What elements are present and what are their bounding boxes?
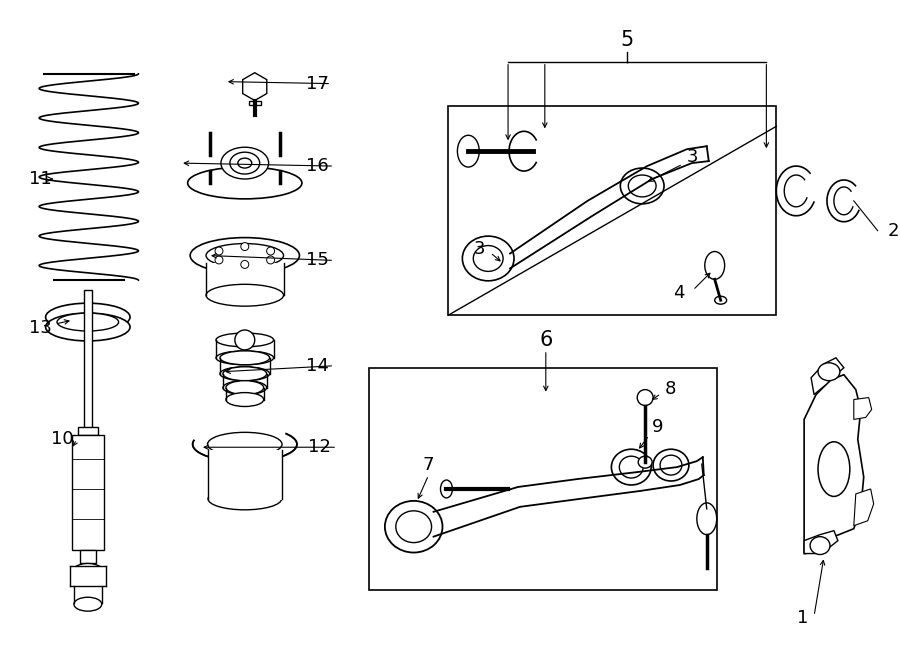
Ellipse shape bbox=[238, 158, 252, 168]
Text: 7: 7 bbox=[423, 456, 435, 474]
Ellipse shape bbox=[220, 367, 270, 381]
Text: 14: 14 bbox=[306, 357, 329, 375]
Text: 17: 17 bbox=[306, 75, 329, 93]
Ellipse shape bbox=[223, 381, 266, 395]
Ellipse shape bbox=[473, 245, 503, 272]
Text: 10: 10 bbox=[51, 430, 74, 448]
FancyBboxPatch shape bbox=[80, 549, 95, 563]
Text: 8: 8 bbox=[665, 379, 677, 398]
Ellipse shape bbox=[226, 381, 264, 395]
Ellipse shape bbox=[660, 455, 682, 475]
Ellipse shape bbox=[208, 432, 282, 456]
FancyBboxPatch shape bbox=[448, 106, 777, 315]
Ellipse shape bbox=[74, 598, 102, 611]
Ellipse shape bbox=[57, 313, 119, 331]
Circle shape bbox=[241, 243, 248, 251]
Ellipse shape bbox=[818, 363, 840, 381]
Text: 9: 9 bbox=[652, 418, 663, 436]
Circle shape bbox=[235, 330, 255, 350]
Circle shape bbox=[241, 260, 248, 268]
Ellipse shape bbox=[396, 511, 432, 543]
FancyBboxPatch shape bbox=[70, 566, 105, 586]
Ellipse shape bbox=[223, 367, 266, 381]
Ellipse shape bbox=[216, 333, 274, 347]
FancyBboxPatch shape bbox=[84, 290, 92, 430]
Ellipse shape bbox=[230, 152, 260, 174]
Ellipse shape bbox=[46, 303, 130, 331]
Text: 4: 4 bbox=[673, 284, 685, 302]
Ellipse shape bbox=[226, 393, 264, 407]
Circle shape bbox=[215, 247, 223, 255]
FancyBboxPatch shape bbox=[208, 450, 282, 500]
Text: 6: 6 bbox=[539, 330, 553, 350]
Text: 15: 15 bbox=[306, 251, 329, 270]
Text: 3: 3 bbox=[687, 148, 698, 166]
Circle shape bbox=[215, 256, 223, 264]
Ellipse shape bbox=[810, 537, 830, 555]
Ellipse shape bbox=[193, 427, 297, 461]
Polygon shape bbox=[804, 375, 864, 553]
Text: 13: 13 bbox=[29, 319, 52, 337]
FancyBboxPatch shape bbox=[248, 100, 261, 106]
Ellipse shape bbox=[705, 252, 725, 280]
Circle shape bbox=[266, 247, 274, 255]
Ellipse shape bbox=[206, 243, 284, 268]
Ellipse shape bbox=[697, 503, 716, 535]
Text: 16: 16 bbox=[307, 157, 329, 175]
Ellipse shape bbox=[637, 389, 653, 405]
Ellipse shape bbox=[611, 449, 651, 485]
Ellipse shape bbox=[208, 488, 282, 510]
Ellipse shape bbox=[79, 568, 97, 578]
Polygon shape bbox=[811, 358, 844, 395]
Ellipse shape bbox=[71, 563, 104, 584]
Text: 11: 11 bbox=[29, 170, 52, 188]
Polygon shape bbox=[804, 531, 838, 553]
Ellipse shape bbox=[457, 136, 480, 167]
Ellipse shape bbox=[190, 237, 300, 274]
Polygon shape bbox=[854, 397, 872, 420]
Text: 1: 1 bbox=[796, 609, 808, 627]
Ellipse shape bbox=[628, 175, 656, 197]
FancyBboxPatch shape bbox=[78, 428, 98, 436]
Ellipse shape bbox=[463, 236, 514, 281]
FancyBboxPatch shape bbox=[72, 436, 104, 549]
Ellipse shape bbox=[638, 456, 652, 468]
FancyBboxPatch shape bbox=[369, 368, 716, 590]
Ellipse shape bbox=[46, 313, 130, 341]
Ellipse shape bbox=[206, 284, 284, 306]
Circle shape bbox=[266, 256, 274, 264]
Ellipse shape bbox=[653, 449, 688, 481]
FancyBboxPatch shape bbox=[206, 264, 284, 295]
Ellipse shape bbox=[620, 168, 664, 204]
Ellipse shape bbox=[216, 351, 274, 365]
Ellipse shape bbox=[220, 351, 270, 365]
Ellipse shape bbox=[385, 501, 443, 553]
Polygon shape bbox=[854, 489, 874, 525]
Text: 3: 3 bbox=[473, 239, 485, 258]
Ellipse shape bbox=[188, 167, 302, 199]
Text: 5: 5 bbox=[621, 30, 634, 50]
Text: 2: 2 bbox=[887, 221, 899, 240]
Ellipse shape bbox=[220, 147, 268, 179]
Ellipse shape bbox=[440, 480, 453, 498]
Ellipse shape bbox=[619, 456, 644, 478]
Ellipse shape bbox=[818, 442, 850, 496]
Text: 12: 12 bbox=[309, 438, 331, 456]
Ellipse shape bbox=[715, 296, 726, 304]
